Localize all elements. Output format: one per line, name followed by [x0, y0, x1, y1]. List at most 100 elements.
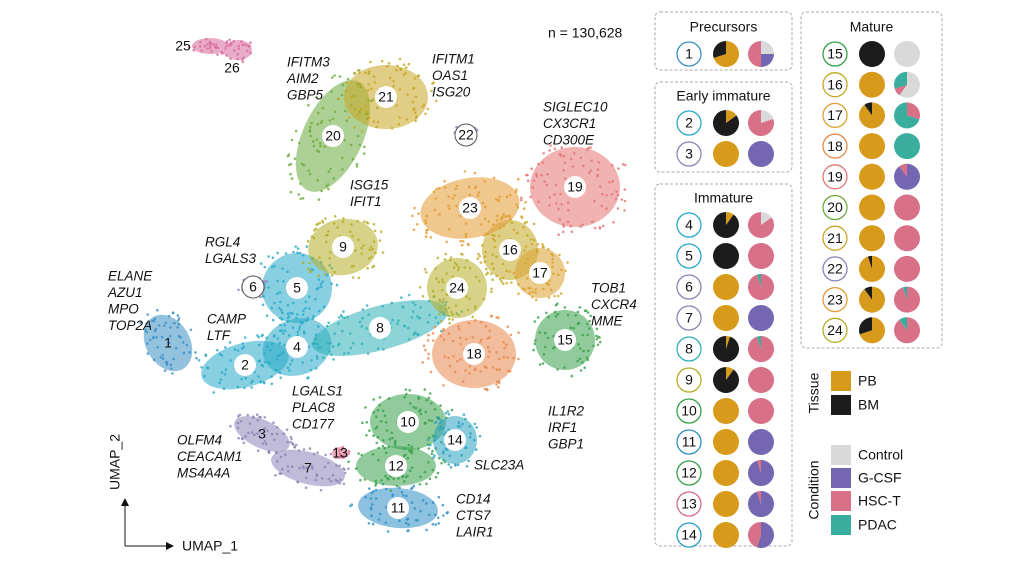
- cell-dot: [557, 207, 560, 211]
- cell-dot: [454, 187, 458, 191]
- cell-dot: [508, 270, 511, 274]
- cell-dot: [464, 232, 468, 236]
- cell-dot: [475, 426, 479, 429]
- group-title: Immature: [694, 190, 753, 206]
- cluster-label: 22: [458, 127, 474, 143]
- cluster-marker: [676, 460, 702, 486]
- cell-dot: [308, 307, 311, 310]
- cluster-label: 10: [400, 414, 416, 430]
- cell-dot: [431, 523, 435, 526]
- cell-dot: [341, 329, 344, 333]
- cell-dot: [189, 328, 193, 332]
- pie-wedge: [713, 41, 726, 59]
- cell-dot: [581, 164, 585, 168]
- cell-dot: [295, 443, 298, 447]
- cell-dot: [292, 250, 295, 254]
- cell-dot: [274, 473, 277, 477]
- cell-dot: [443, 179, 446, 183]
- cell-dot: [471, 315, 475, 319]
- cell-dot: [460, 454, 464, 457]
- cell-dot: [517, 292, 520, 296]
- cell-dot: [478, 434, 482, 438]
- pie-wedge: [713, 367, 740, 394]
- cell-dot: [375, 415, 378, 419]
- cell-dot: [179, 335, 182, 339]
- cell-dot: [436, 471, 440, 475]
- cell-dot: [445, 272, 449, 275]
- cell-dot: [398, 116, 402, 119]
- cell-dot: [505, 281, 509, 285]
- cell-dot: [372, 411, 376, 414]
- pie-wedge: [899, 163, 907, 177]
- cell-dot: [547, 296, 551, 299]
- cell-dot: [444, 252, 448, 256]
- cell-dot: [364, 105, 368, 108]
- cell-dot: [545, 311, 548, 315]
- cell-dot: [616, 193, 620, 197]
- cell-dot: [507, 369, 510, 373]
- cluster-label: 21: [378, 89, 394, 105]
- cell-dot: [431, 449, 434, 453]
- cell-dot: [300, 162, 304, 166]
- cell-dot: [373, 229, 377, 233]
- cell-dot: [325, 240, 328, 244]
- cell-dot: [369, 506, 373, 510]
- cell-dot: [319, 285, 323, 289]
- cell-dot: [357, 276, 361, 280]
- cell-dot: [366, 352, 370, 355]
- cell-dot: [466, 308, 470, 312]
- cell-dot: [279, 455, 283, 459]
- cell-dot: [499, 277, 502, 281]
- cell-dot: [236, 349, 240, 352]
- cell-dot: [495, 380, 499, 384]
- cell-dot: [434, 435, 437, 439]
- cluster-marker: [459, 197, 481, 219]
- cell-dot: [479, 321, 483, 324]
- cell-dot: [517, 331, 520, 335]
- cell-dot: [249, 51, 252, 55]
- cluster-marker: [385, 455, 407, 477]
- cell-dot: [327, 187, 330, 191]
- cell-dot: [351, 234, 354, 238]
- cell-dot: [269, 349, 272, 352]
- cell-dot: [598, 226, 602, 229]
- pie-wedge: [748, 274, 775, 301]
- cluster-marker: [286, 277, 308, 299]
- cell-dot: [301, 261, 305, 265]
- cell-dot: [531, 186, 535, 189]
- legend-label: G-CSF: [858, 470, 902, 486]
- cluster-marker: [676, 41, 702, 67]
- cell-dot: [434, 421, 437, 424]
- cell-dot: [302, 467, 306, 470]
- cell-dot: [233, 49, 236, 52]
- cell-dot: [456, 360, 459, 363]
- cell-dot: [438, 299, 442, 303]
- cell-dot: [267, 255, 270, 258]
- pie-wedge: [713, 336, 739, 363]
- cell-dot: [361, 316, 365, 320]
- cluster-label: 8: [685, 341, 693, 357]
- cell-dot: [416, 333, 419, 336]
- cell-dot: [317, 111, 320, 115]
- cell-dot: [459, 214, 462, 218]
- cell-dot: [558, 152, 562, 156]
- pie-wedge: [859, 163, 885, 190]
- cell-dot: [487, 232, 490, 236]
- cell-dot: [318, 142, 322, 145]
- cell-dot: [440, 329, 443, 333]
- cluster-marker: [332, 236, 354, 258]
- cell-dot: [279, 308, 283, 312]
- cell-dot: [578, 357, 582, 361]
- cell-dot: [597, 335, 600, 339]
- cell-dot: [347, 460, 350, 464]
- cell-dot: [392, 477, 396, 481]
- pie-wedge: [713, 141, 739, 167]
- cell-dot: [447, 413, 451, 416]
- cell-dot: [374, 482, 378, 485]
- cell-dot: [431, 332, 435, 335]
- cell-dot: [444, 307, 447, 311]
- cell-dot: [238, 413, 242, 417]
- cell-dot: [361, 308, 365, 311]
- cluster-label: 21: [827, 230, 843, 246]
- cell-dot: [449, 465, 453, 469]
